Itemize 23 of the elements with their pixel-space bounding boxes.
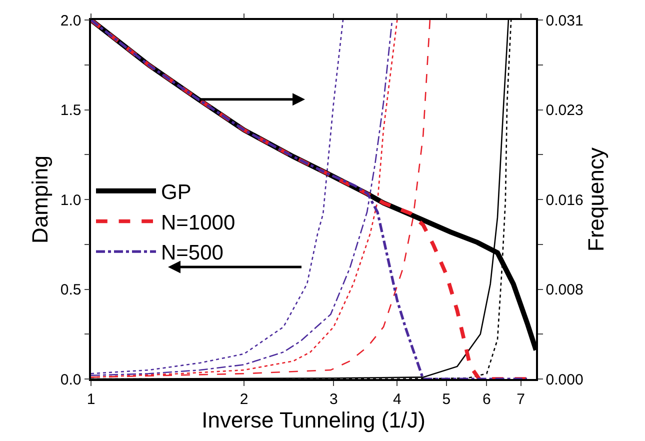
legend-label: N=1000	[161, 211, 236, 234]
y-tick-label: 1.5	[60, 102, 82, 119]
y-tick-label: 2.0	[60, 12, 82, 30]
y2-axis-title: Frequency	[584, 148, 609, 252]
legend-label: N=500	[161, 242, 224, 265]
x-tick-label: 6	[482, 390, 491, 408]
y2-tick-label: 0.016	[546, 192, 584, 209]
x-tick-label: 3	[329, 390, 338, 408]
y-axis-title: Damping	[28, 155, 53, 244]
legend-label: GP	[161, 181, 192, 204]
y-tick-label: 1.0	[60, 192, 82, 209]
x-tick-label: 2	[240, 390, 248, 408]
y-tick-label: 0.5	[60, 282, 82, 298]
y-tick-label: 0.0	[60, 371, 82, 388]
y2-tick-label: 0.008	[546, 282, 584, 298]
y2-tick-label: 0.023	[546, 102, 584, 119]
x-tick-label: 1	[86, 390, 96, 408]
x-tick-label: 7	[516, 390, 525, 408]
y2-tick-label: 0.031	[546, 12, 584, 30]
x-axis-title: Inverse Tunneling (1/J)	[202, 408, 426, 433]
y2-tick-label: 0.000	[546, 371, 584, 388]
x-tick-label: 5	[442, 390, 451, 408]
x-tick-label: 4	[393, 390, 402, 408]
